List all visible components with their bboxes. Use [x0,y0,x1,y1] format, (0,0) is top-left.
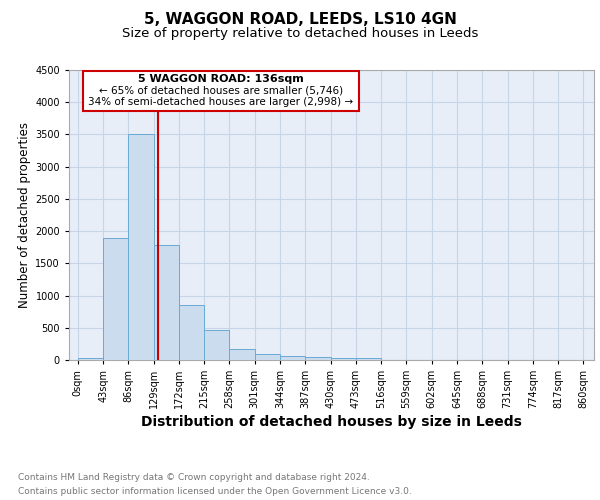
Bar [280,356,305,360]
Text: ← 65% of detached houses are smaller (5,746): ← 65% of detached houses are smaller (5,… [98,86,343,96]
Text: Contains public sector information licensed under the Open Government Licence v3: Contains public sector information licen… [18,488,412,496]
X-axis label: Distribution of detached houses by size in Leeds: Distribution of detached houses by size … [141,416,522,430]
Y-axis label: Number of detached properties: Number of detached properties [18,122,31,308]
Bar [229,348,255,360]
Bar [204,330,229,360]
Bar [331,358,356,360]
FancyBboxPatch shape [83,70,359,110]
Text: 34% of semi-detached houses are larger (2,998) →: 34% of semi-detached houses are larger (… [88,96,353,106]
Bar [179,305,204,360]
Bar [103,238,128,360]
Text: Contains HM Land Registry data © Crown copyright and database right 2024.: Contains HM Land Registry data © Crown c… [18,472,370,482]
Bar [78,358,103,360]
Bar [356,358,381,360]
Bar [255,354,280,360]
Text: Size of property relative to detached houses in Leeds: Size of property relative to detached ho… [122,28,478,40]
Text: 5, WAGGON ROAD, LEEDS, LS10 4GN: 5, WAGGON ROAD, LEEDS, LS10 4GN [143,12,457,28]
Bar [154,246,179,360]
Bar [128,134,154,360]
Text: 5 WAGGON ROAD: 136sqm: 5 WAGGON ROAD: 136sqm [138,74,304,84]
Bar [305,358,331,360]
